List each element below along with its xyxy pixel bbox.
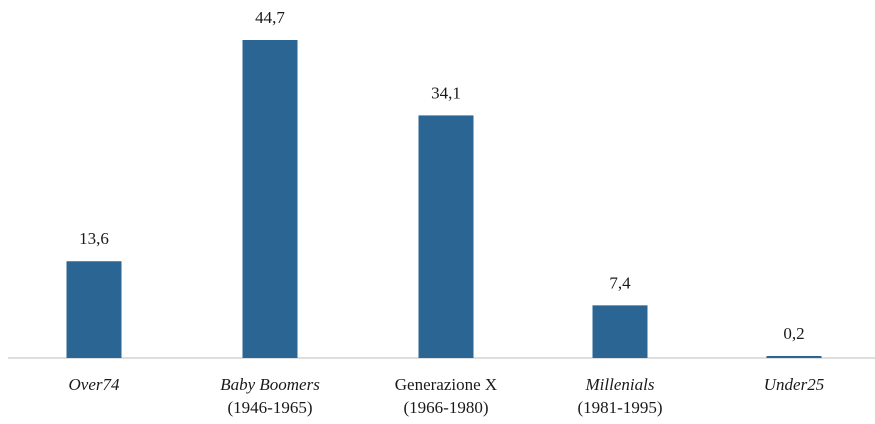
category-sublabel-3: (1981-1995) <box>578 398 663 417</box>
bar-2 <box>418 115 474 358</box>
bar-value-label-3: 7,4 <box>609 273 631 292</box>
category-label-2: Generazione X <box>395 375 497 394</box>
category-sublabel-2: (1966-1980) <box>404 398 489 417</box>
bar-value-label-4: 0,2 <box>783 324 804 343</box>
bar-3 <box>592 305 648 358</box>
bar-4 <box>766 356 822 358</box>
category-sublabel-1: (1946-1965) <box>228 398 313 417</box>
bar-1 <box>242 40 298 358</box>
category-labels-group: Over74 Baby Boomers (1946-1965) Generazione… <box>69 375 825 417</box>
bar-value-label-1: 44,7 <box>255 8 285 27</box>
category-label-0: Over74 <box>69 375 120 394</box>
category-label-4: Under25 <box>764 375 824 394</box>
bar-value-label-2: 34,1 <box>431 83 461 102</box>
value-labels-group: 13,6 44,7 34,1 7,4 0,2 <box>79 8 805 343</box>
category-label-1: Baby Boomers <box>220 375 320 394</box>
category-label-3: Millenials <box>585 375 655 394</box>
bars-group <box>66 40 822 358</box>
bar-value-label-0: 13,6 <box>79 229 109 248</box>
bar-0 <box>66 261 122 358</box>
